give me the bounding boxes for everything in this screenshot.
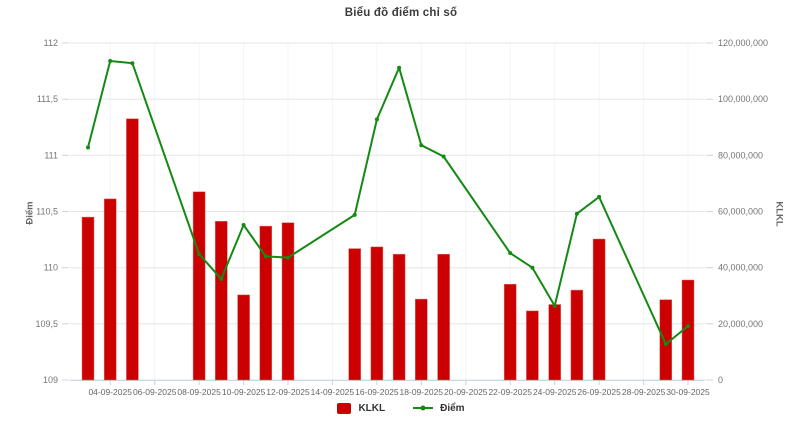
point-24-09-2025[interactable] — [552, 303, 557, 308]
y-left-tick-label: 111 — [44, 150, 58, 160]
bar-15-09-2025[interactable] — [348, 248, 361, 381]
y-left-tick-label: 110 — [44, 263, 58, 273]
x-tick-label: 06-09-2025 — [133, 387, 177, 397]
x-tick-label: 14-09-2025 — [311, 387, 355, 397]
x-tick-label: 10-09-2025 — [222, 387, 266, 397]
point-03-09-2025[interactable] — [86, 145, 90, 150]
y-right-tick-label: 0 — [718, 375, 723, 385]
point-10-09-2025[interactable] — [241, 223, 246, 227]
y-right-tick-label: 80,000,000 — [718, 150, 763, 160]
point-11-09-2025[interactable] — [263, 254, 268, 259]
klkl-legend-swatch-icon — [337, 402, 352, 414]
bar-05-09-2025[interactable] — [126, 118, 139, 381]
point-26-09-2025[interactable] — [597, 194, 602, 199]
diem-legend-marker-icon — [413, 403, 434, 414]
point-29-09-2025[interactable] — [663, 342, 668, 347]
x-tick-label: 08-09-2025 — [177, 387, 221, 397]
bar-08-09-2025[interactable] — [192, 191, 206, 381]
point-16-09-2025[interactable] — [374, 117, 379, 122]
x-tick-label: 18-09-2025 — [400, 387, 444, 397]
y-right-tick-label: 120,000,000 — [718, 38, 768, 48]
point-17-09-2025[interactable] — [397, 65, 402, 70]
x-tick-label: 26-09-2025 — [577, 387, 621, 397]
bar-16-09-2025[interactable] — [370, 246, 384, 381]
bar-17-09-2025[interactable] — [392, 253, 406, 381]
y-left-tick-label: 110,5 — [36, 207, 58, 217]
point-25-09-2025[interactable] — [574, 211, 579, 216]
y-left-tick-label: 109 — [43, 375, 58, 385]
chart-legend: KLKL Điểm — [0, 399, 802, 417]
diem-legend-dot — [420, 405, 426, 411]
bar-19-09-2025[interactable] — [437, 253, 450, 381]
y-right-tick-label: 100,000,000 — [718, 94, 768, 104]
legend-label-klkl: KLKL — [358, 402, 386, 414]
point-15-09-2025[interactable] — [352, 212, 357, 217]
point-08-09-2025[interactable] — [197, 252, 202, 257]
bar-10-09-2025[interactable] — [237, 294, 250, 381]
y-left-tick-label: 112 — [44, 38, 58, 48]
bar-25-09-2025[interactable] — [570, 289, 584, 381]
legend-item-diem[interactable]: Điểm — [413, 402, 465, 414]
point-09-09-2025[interactable] — [219, 276, 224, 281]
bar-18-09-2025[interactable] — [415, 298, 428, 381]
x-tick-label: 20-09-2025 — [444, 387, 488, 397]
x-tick-label: 22-09-2025 — [488, 387, 532, 397]
x-tick-label: 04-09-2025 — [88, 387, 132, 397]
bar-24-09-2025[interactable] — [548, 304, 561, 381]
bar-26-09-2025[interactable] — [592, 238, 606, 381]
diem-line — [87, 60, 689, 346]
y-right-tick-label: 20,000,000 — [718, 319, 763, 329]
bar-12-09-2025[interactable] — [281, 222, 295, 381]
point-22-09-2025[interactable] — [508, 251, 513, 256]
point-05-09-2025[interactable] — [130, 61, 135, 66]
x-tick-label: 30-09-2025 — [666, 387, 710, 397]
point-23-09-2025[interactable] — [530, 265, 535, 270]
legend-label-diem: Điểm — [440, 402, 465, 414]
y-left-tick-label: 109,5 — [35, 319, 58, 329]
y-left-tick-label: 111,5 — [37, 94, 58, 104]
point-19-09-2025[interactable] — [441, 154, 446, 159]
bar-22-09-2025[interactable] — [503, 283, 517, 381]
x-tick-label: 24-09-2025 — [533, 387, 577, 397]
x-tick-label: 28-09-2025 — [622, 387, 666, 397]
x-tick-label: 12-09-2025 — [266, 387, 310, 397]
x-tick-label: 16-09-2025 — [355, 387, 399, 397]
y-right-tick-label: 40,000,000 — [718, 263, 763, 273]
y-right-tick-label: 60,000,000 — [718, 207, 763, 217]
chart-title: Biểu đồ điểm chỉ số — [344, 7, 458, 19]
legend-item-klkl[interactable]: KLKL — [337, 402, 386, 414]
point-18-09-2025[interactable] — [419, 143, 424, 148]
point-04-09-2025[interactable] — [108, 59, 113, 63]
bar-03-09-2025[interactable] — [81, 216, 95, 381]
point-30-09-2025[interactable] — [686, 324, 690, 329]
bar-11-09-2025[interactable] — [259, 225, 273, 381]
point-12-09-2025[interactable] — [286, 255, 290, 260]
bar-09-09-2025[interactable] — [215, 221, 228, 381]
bar-04-09-2025[interactable] — [103, 198, 117, 381]
bar-23-09-2025[interactable] — [526, 310, 539, 381]
